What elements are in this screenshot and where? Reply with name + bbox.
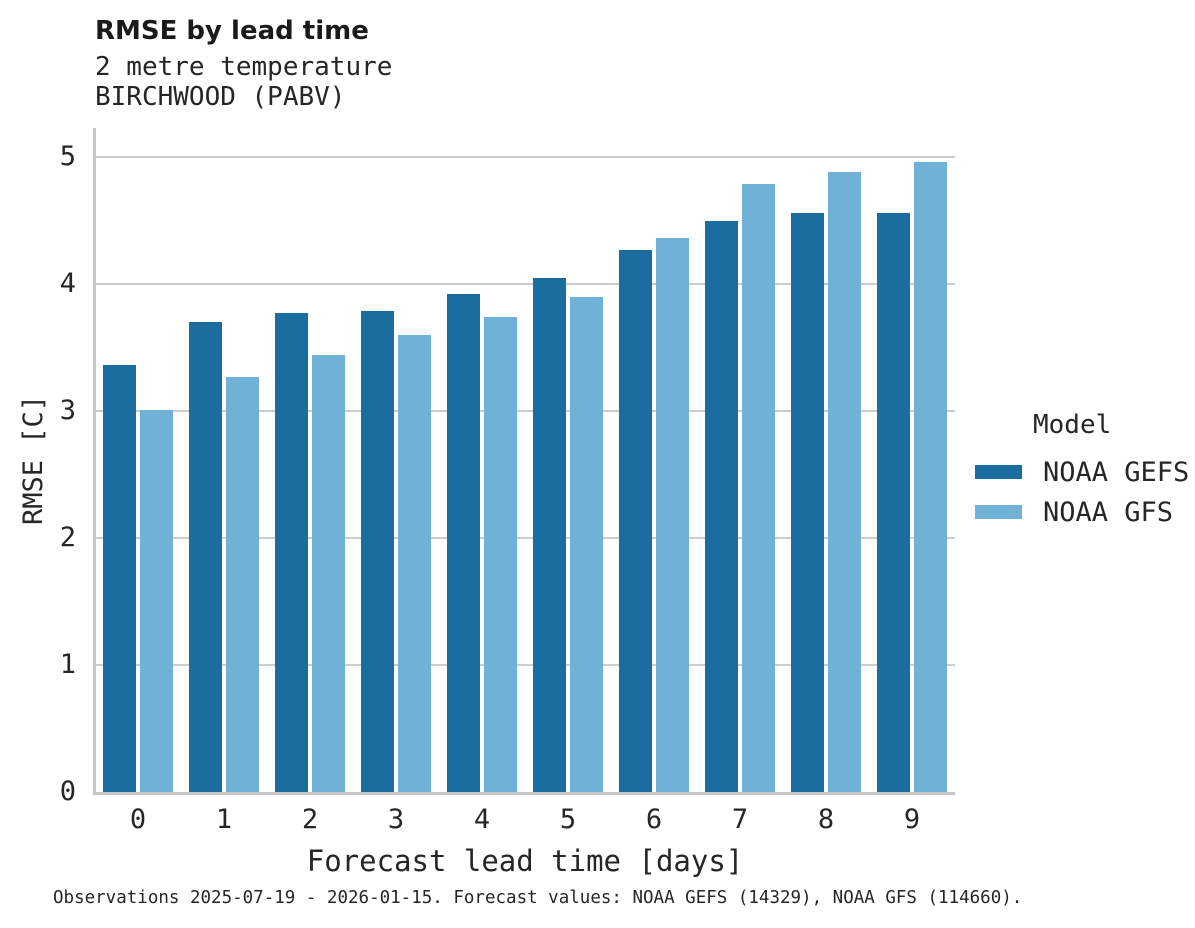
bar-noaa-gefs-day-5 bbox=[533, 277, 566, 792]
x-tick-label-3: 3 bbox=[387, 804, 405, 835]
bar-noaa-gefs-day-4 bbox=[447, 294, 480, 792]
x-tick-label-1: 1 bbox=[215, 804, 233, 835]
bar-noaa-gefs-day-9 bbox=[877, 213, 910, 792]
y-tick-label-2: 2 bbox=[59, 522, 76, 554]
bar-group-day-7 bbox=[697, 128, 783, 792]
bar-group-day-2 bbox=[267, 128, 353, 792]
legend-items: NOAA GEFS NOAA GFS bbox=[975, 452, 1190, 532]
x-tick-label-2: 2 bbox=[301, 804, 319, 835]
footnote: Observations 2025-07-19 - 2026-01-15. Fo… bbox=[53, 888, 1023, 908]
bar-group-day-1 bbox=[181, 128, 267, 792]
x-tick-label-5: 5 bbox=[559, 804, 577, 835]
chart-title: RMSE by lead time bbox=[95, 16, 369, 46]
bars-container bbox=[95, 128, 955, 792]
bar-noaa-gfs-day-1 bbox=[226, 376, 259, 792]
y-tick-label-4: 4 bbox=[59, 268, 76, 300]
bar-group-day-3 bbox=[353, 128, 439, 792]
bar-noaa-gfs-day-3 bbox=[398, 334, 431, 792]
y-tick-label-3: 3 bbox=[59, 395, 76, 427]
bar-noaa-gefs-day-0 bbox=[103, 365, 136, 792]
y-tick-label-1: 1 bbox=[59, 649, 76, 681]
gridline-y-5 bbox=[95, 156, 955, 159]
gridline-y-4 bbox=[95, 283, 955, 286]
bar-noaa-gfs-day-4 bbox=[484, 317, 517, 792]
x-tick-label-0: 0 bbox=[129, 804, 147, 835]
bar-noaa-gfs-day-7 bbox=[742, 183, 775, 792]
bar-noaa-gefs-day-2 bbox=[275, 313, 308, 792]
x-tick-labels: 0 1 2 3 4 5 6 7 8 9 bbox=[95, 804, 955, 838]
y-axis-spine bbox=[93, 128, 96, 795]
bar-noaa-gfs-day-0 bbox=[140, 409, 173, 792]
bar-noaa-gfs-day-9 bbox=[914, 162, 947, 792]
gridline-y-2 bbox=[95, 537, 955, 540]
x-tick-label-7: 7 bbox=[731, 804, 749, 835]
bar-group-day-9 bbox=[869, 128, 955, 792]
legend-swatch-noaa-gefs bbox=[975, 465, 1022, 479]
y-tick-labels: 0 1 2 3 4 5 bbox=[30, 128, 86, 807]
x-tick-label-4: 4 bbox=[473, 804, 491, 835]
legend-swatch-noaa-gfs bbox=[975, 505, 1022, 519]
chart-subtitle-station: BIRCHWOOD (PABV) bbox=[95, 82, 346, 112]
bar-group-day-4 bbox=[439, 128, 525, 792]
x-axis-spine bbox=[93, 792, 955, 795]
gridline-y-3 bbox=[95, 410, 955, 413]
bar-noaa-gefs-day-8 bbox=[791, 213, 824, 792]
bar-noaa-gefs-day-1 bbox=[189, 322, 222, 792]
x-axis-label: Forecast lead time [days] bbox=[306, 844, 744, 878]
legend: Model NOAA GEFS NOAA GFS bbox=[975, 410, 1190, 532]
bar-group-day-6 bbox=[611, 128, 697, 792]
chart-subtitle-variable: 2 metre temperature bbox=[95, 52, 393, 82]
x-tick-label-6: 6 bbox=[645, 804, 663, 835]
x-tick-label-9: 9 bbox=[903, 804, 921, 835]
legend-label-noaa-gfs: NOAA GFS bbox=[1043, 496, 1174, 528]
y-tick-label-0: 0 bbox=[59, 776, 76, 807]
bar-noaa-gfs-day-8 bbox=[828, 172, 861, 792]
legend-title: Model bbox=[1033, 410, 1112, 440]
bar-group-day-8 bbox=[783, 128, 869, 792]
x-tick-label-8: 8 bbox=[817, 804, 835, 835]
legend-label-noaa-gefs: NOAA GEFS bbox=[1043, 456, 1190, 488]
legend-item-noaa-gfs: NOAA GFS bbox=[975, 492, 1190, 532]
bar-group-day-0 bbox=[95, 128, 181, 792]
bar-noaa-gefs-day-6 bbox=[619, 249, 652, 792]
gridline-y-1 bbox=[95, 664, 955, 667]
bar-noaa-gfs-day-6 bbox=[656, 238, 689, 792]
y-tick-label-5: 5 bbox=[59, 141, 76, 173]
bar-group-day-5 bbox=[525, 128, 611, 792]
bar-noaa-gefs-day-3 bbox=[361, 310, 394, 792]
legend-item-noaa-gefs: NOAA GEFS bbox=[975, 452, 1190, 492]
bar-noaa-gfs-day-5 bbox=[570, 296, 603, 792]
bar-noaa-gfs-day-2 bbox=[312, 355, 345, 792]
bar-noaa-gefs-day-7 bbox=[705, 220, 738, 792]
plot-area bbox=[95, 128, 955, 792]
